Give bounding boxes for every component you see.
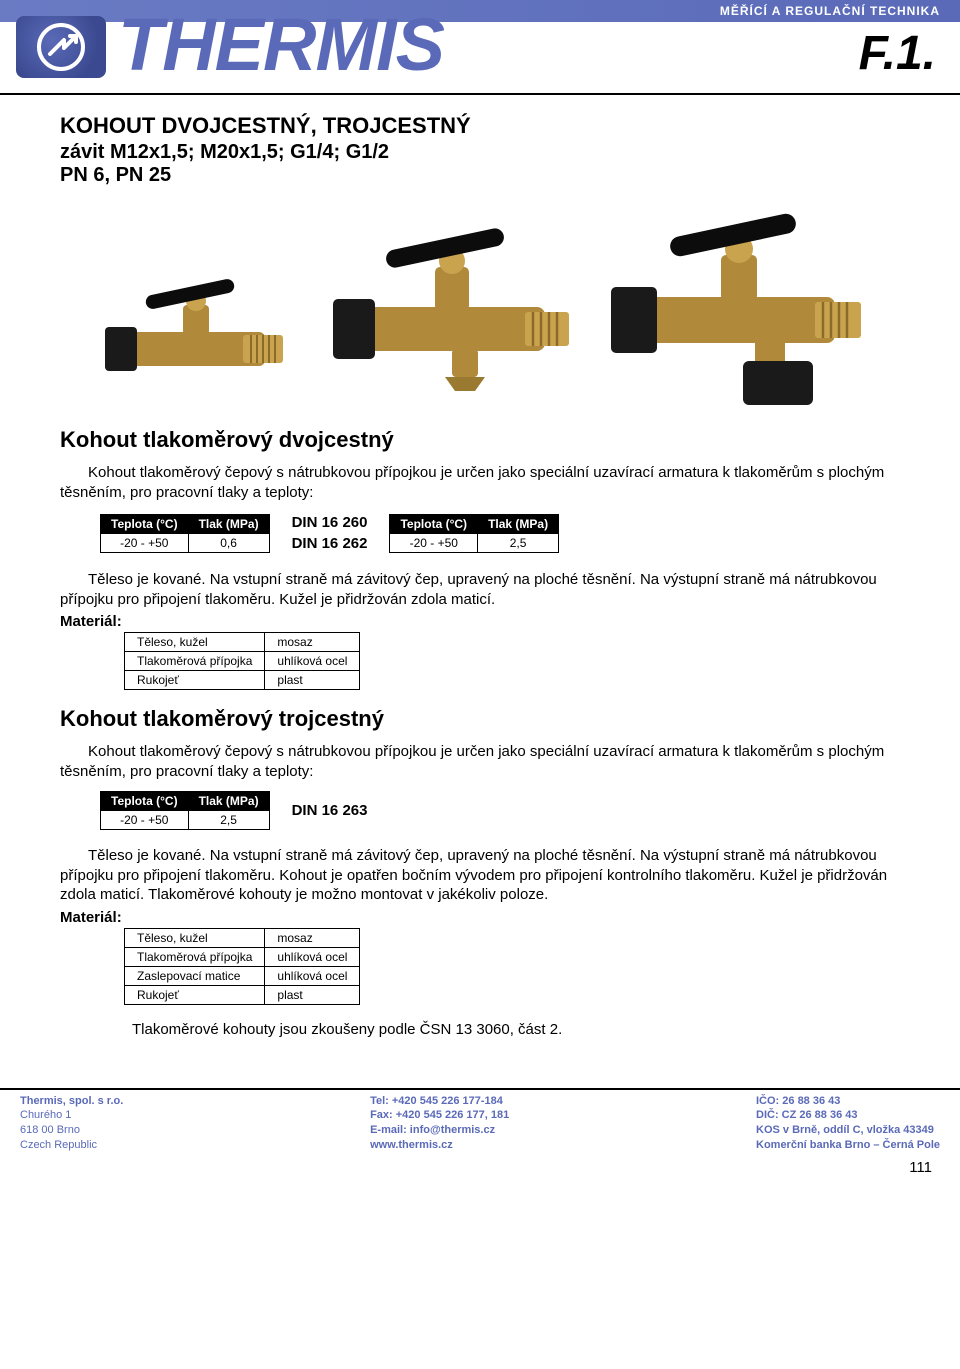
footer-line: DIČ: CZ 26 88 36 43 [756, 1108, 940, 1123]
footer-line: Czech Republic [20, 1138, 123, 1153]
td: uhlíková ocel [265, 652, 360, 671]
td: Těleso, kužel [125, 928, 265, 947]
td: 2,5 [478, 533, 559, 552]
footer-col-mid: Tel: +420 545 226 177-184 Fax: +420 545 … [370, 1094, 509, 1153]
th: Teplota (°C) [101, 792, 189, 811]
td: -20 - +50 [101, 811, 189, 830]
section2-din-label: DIN 16 263 [292, 800, 368, 821]
section2-table: Teplota (°C)Tlak (MPa) -20 - +502,5 [100, 791, 270, 830]
product-images-row [60, 197, 900, 407]
td: Zaslepovací matice [125, 966, 265, 985]
td: -20 - +50 [390, 533, 478, 552]
footer-line: www.thermis.cz [370, 1138, 509, 1153]
section1-table-left: Teplota (°C)Tlak (MPa) -20 - +500,6 [100, 514, 270, 553]
td: Rukojeť [125, 985, 265, 1004]
section-code: F.1. [859, 26, 936, 81]
section1-din-labels: DIN 16 260 DIN 16 262 [292, 512, 368, 554]
page-title-line2: závit M12x1,5; M20x1,5; G1/4; G1/2 [60, 141, 900, 164]
page-title-line3: PN 6, PN 25 [60, 164, 900, 187]
footer-line: IČO: 26 88 36 43 [756, 1094, 940, 1109]
footer-line: KOS v Brně, oddíl C, vložka 43349 [756, 1123, 940, 1138]
section1-material-label: Materiál: [60, 613, 900, 630]
header-band: MĚŘÍCÍ A REGULAČNÍ TECHNIKA THERMIS F.1. [0, 0, 960, 95]
section2-heading: Kohout tlakoměrový trojcestný [60, 706, 900, 732]
td: Rukojeť [125, 671, 265, 690]
section1-body: Těleso je kované. Na vstupní straně má z… [60, 570, 900, 609]
footer-line: 618 00 Brno [20, 1123, 123, 1138]
din-label: DIN 16 262 [292, 533, 368, 554]
section1-material-table: Těleso, kuželmosaz Tlakoměrová přípojkau… [124, 632, 360, 690]
logo-icon [16, 16, 106, 78]
footer-line: Fax: +420 545 226 177, 181 [370, 1108, 509, 1123]
td: -20 - +50 [101, 533, 189, 552]
din-label: DIN 16 260 [292, 512, 368, 533]
section1-intro: Kohout tlakoměrový čepový s nátrubkovou … [60, 463, 900, 502]
product-image-2 [315, 207, 575, 407]
section2-material-table: Těleso, kuželmosaz Tlakoměrová přípojkau… [124, 928, 360, 1005]
section1-heading: Kohout tlakoměrový dvojcestný [60, 427, 900, 453]
td: 0,6 [188, 533, 269, 552]
page-number: 111 [0, 1159, 960, 1188]
footer-line: Thermis, spol. s r.o. [20, 1094, 123, 1109]
footer-col-right: IČO: 26 88 36 43 DIČ: CZ 26 88 36 43 KOS… [756, 1094, 940, 1153]
section2-intro: Kohout tlakoměrový čepový s nátrubkovou … [60, 742, 900, 781]
td: mosaz [265, 633, 360, 652]
section1-table-right: Teplota (°C)Tlak (MPa) -20 - +502,5 [389, 514, 559, 553]
th: Tlak (MPa) [478, 514, 559, 533]
section2-tables-row: Teplota (°C)Tlak (MPa) -20 - +502,5 DIN … [100, 791, 900, 830]
td: mosaz [265, 928, 360, 947]
brand-name: THERMIS [118, 8, 444, 82]
td: 2,5 [188, 811, 269, 830]
section2-material-label: Materiál: [60, 909, 900, 926]
th: Teplota (°C) [101, 514, 189, 533]
td: plast [265, 985, 360, 1004]
th: Teplota (°C) [390, 514, 478, 533]
footer-col-left: Thermis, spol. s r.o. Churého 1 618 00 B… [20, 1094, 123, 1153]
section2-body: Těleso je kované. Na vstupní straně má z… [60, 846, 900, 905]
th: Tlak (MPa) [188, 792, 269, 811]
section2-trailnote: Tlakoměrové kohouty jsou zkoušeny podle … [132, 1021, 900, 1038]
td: Tlakoměrová přípojka [125, 652, 265, 671]
footer-line: Tel: +420 545 226 177-184 [370, 1094, 509, 1109]
td: uhlíková ocel [265, 966, 360, 985]
footer-line: Komerční banka Brno – Černá Pole [756, 1138, 940, 1153]
page-title-line1: KOHOUT DVOJCESTNÝ, TROJCESTNÝ [60, 113, 900, 139]
footer-line: Churého 1 [20, 1108, 123, 1123]
footer-line: E-mail: info@thermis.cz [370, 1123, 509, 1138]
td: plast [265, 671, 360, 690]
td: Těleso, kužel [125, 633, 265, 652]
th: Tlak (MPa) [188, 514, 269, 533]
td: Tlakoměrová přípojka [125, 947, 265, 966]
page-footer: Thermis, spol. s r.o. Churého 1 618 00 B… [0, 1088, 960, 1163]
product-image-3 [595, 197, 875, 407]
page-content: KOHOUT DVOJCESTNÝ, TROJCESTNÝ závit M12x… [0, 95, 960, 1038]
td: uhlíková ocel [265, 947, 360, 966]
section1-tables-row: Teplota (°C)Tlak (MPa) -20 - +500,6 DIN … [100, 512, 900, 554]
product-image-1 [85, 257, 295, 407]
